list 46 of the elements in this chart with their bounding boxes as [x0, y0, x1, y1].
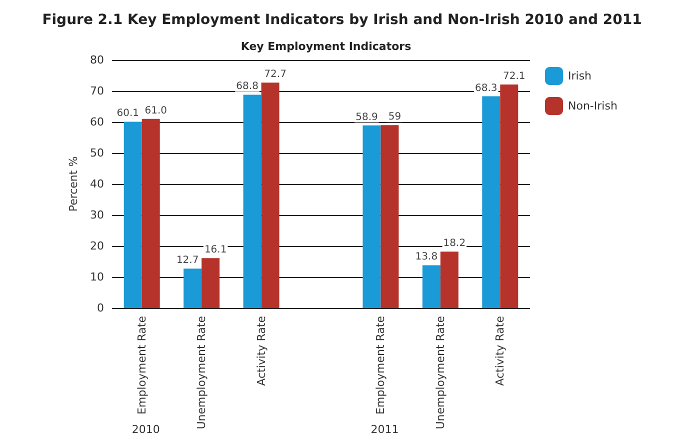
- chart-subtitle: Key Employment Indicators: [240, 40, 412, 53]
- data-label: 12.7: [176, 255, 199, 266]
- data-label: 60.1: [116, 108, 139, 120]
- y-tick-label: 50: [90, 146, 104, 160]
- y-axis-title: Percent %: [67, 156, 80, 212]
- text: 2010: [132, 423, 160, 436]
- bar: [422, 265, 440, 308]
- x-tick-label: Activity Rate: [494, 316, 507, 386]
- data-label: 68.3: [475, 82, 498, 94]
- chart-title: Figure 2.1 Key Employment Indicators by Irish and Non-Irish 2010 and 2011: [42, 12, 642, 28]
- data-label: 59: [388, 112, 402, 123]
- data-label: 18.2: [443, 238, 466, 250]
- x-tick-label: Unemployment Rate: [434, 316, 447, 430]
- legend-label: Irish: [568, 70, 592, 82]
- data-label: 61.0: [144, 105, 167, 116]
- data-label: 16.1: [204, 244, 227, 256]
- y-tick-label: 80: [90, 54, 104, 66]
- bar: [261, 82, 280, 308]
- y-tick-label: 70: [90, 84, 104, 98]
- y-tick-label: 40: [90, 178, 104, 190]
- data-label: 72.7: [264, 69, 286, 80]
- y-tick-label: 10: [90, 270, 104, 284]
- text: 2011: [370, 423, 399, 436]
- x-tick-label: Unemployment Rate: [195, 316, 208, 430]
- data-label: 58.9: [356, 112, 378, 123]
- y-tick-label: 30: [90, 208, 104, 222]
- x-tick-label: Activity Rate: [254, 316, 268, 386]
- bar: [380, 125, 399, 308]
- data-label: 68.8: [236, 81, 258, 92]
- legend-label: Non-Irish: [568, 100, 618, 112]
- bar: [142, 118, 160, 308]
- bar: [184, 268, 202, 308]
- y-tick-label: 60: [90, 116, 104, 128]
- x-tick-label: Employment Rate: [135, 316, 148, 414]
- bar: [243, 94, 262, 308]
- bar: [202, 258, 220, 308]
- bar: [482, 96, 500, 308]
- x-tick-label: Employment Rate: [374, 316, 388, 414]
- bar: [362, 125, 381, 308]
- y-tick-label: 0: [97, 302, 104, 314]
- bar: [500, 84, 518, 308]
- bar: [440, 252, 458, 308]
- y-tick-label: 20: [90, 240, 104, 252]
- data-label: 13.8: [415, 252, 438, 263]
- data-label: 72.1: [503, 70, 526, 82]
- bar: [124, 122, 142, 308]
